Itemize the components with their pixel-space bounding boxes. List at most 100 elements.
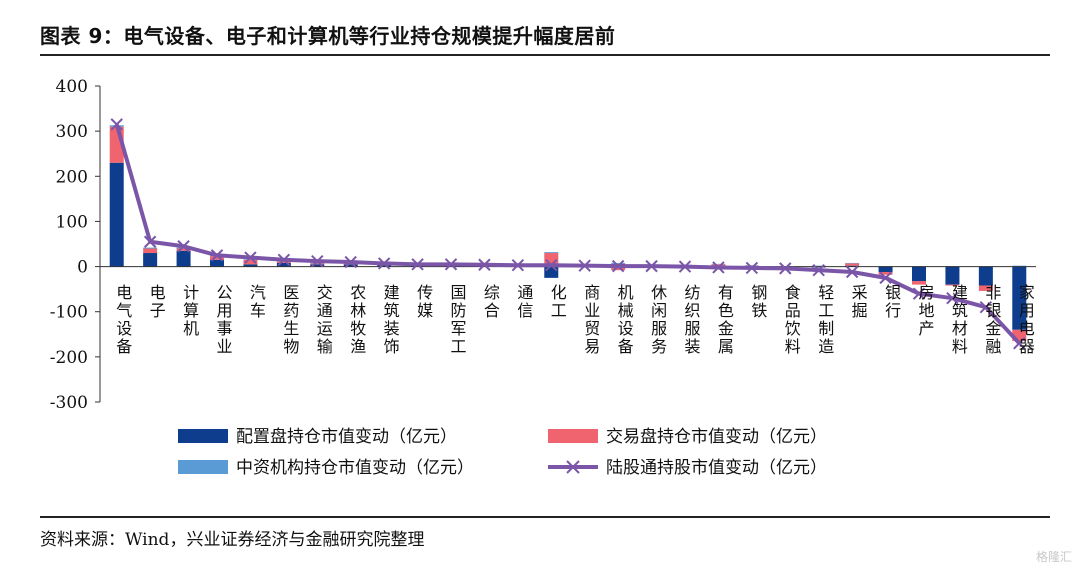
line-marker [946, 291, 959, 305]
x-tick-label: 公用事业 [214, 284, 233, 356]
x-tick-label: 建筑装饰 [381, 284, 400, 356]
bar-segment [210, 256, 224, 260]
line-marker [311, 254, 324, 268]
y-tick-label: -200 [50, 348, 88, 368]
bar-segment [176, 248, 191, 251]
line-series-lugutong [114, 123, 1021, 345]
x-tick-label: 机械设备 [615, 284, 634, 356]
bar-segment [143, 253, 158, 267]
bar-segment [544, 266, 559, 278]
x-tick-label: 汽车 [247, 284, 266, 320]
bar-segment [978, 285, 993, 291]
y-tick-label: 400 [56, 77, 88, 97]
x-tick-label: 传媒 [414, 284, 433, 320]
line-marker [779, 262, 792, 275]
bar-segment [978, 266, 993, 286]
line-marker [912, 287, 926, 300]
bar-segment [310, 263, 325, 265]
line-marker [812, 263, 825, 277]
line-marker [478, 258, 491, 271]
bar-segment [878, 266, 893, 272]
chart-title: 图表 9：电气设备、电子和计算机等行业持仓规模提升幅度居前 [40, 24, 616, 48]
legend-swatch [548, 429, 598, 443]
legend-label: 中资机构持仓市值变动（亿元） [236, 458, 474, 478]
y-tick-label: 0 [77, 258, 88, 278]
bar-segment [544, 253, 559, 267]
title-rule [40, 54, 1050, 56]
x-tick-label: 家用电器 [1016, 284, 1035, 356]
x-tick-label: 非银金融 [982, 284, 1001, 356]
legend-swatch [178, 429, 228, 443]
legend-marker [566, 460, 580, 474]
line-marker [377, 257, 391, 270]
source-rule [40, 516, 1050, 518]
bar-segment [945, 266, 960, 285]
line-marker [678, 260, 692, 273]
line-marker [979, 300, 993, 314]
line-marker [511, 259, 525, 272]
line-marker [611, 259, 625, 273]
source-note: 资料来源：Wind，兴业证券经济与金融研究院整理 [40, 530, 425, 550]
x-tick-label: 食品饮料 [782, 284, 801, 356]
y-tick-label: 100 [56, 212, 88, 232]
y-tick-label: 300 [56, 122, 88, 142]
line-marker [1013, 337, 1026, 350]
watermark: 格隆汇 [1035, 550, 1072, 564]
x-tick-label: 房地产 [916, 284, 935, 338]
line-marker [210, 249, 224, 262]
x-tick-label: 钢铁 [748, 284, 767, 320]
line-marker [645, 259, 658, 273]
bar-segment [845, 263, 860, 266]
line-marker [277, 253, 291, 267]
line-marker [177, 240, 190, 253]
bar-segment [1012, 266, 1027, 330]
line-marker [444, 258, 458, 271]
y-tick-label: -100 [50, 303, 88, 323]
x-tick-label: 采掘 [849, 284, 868, 320]
bar-segment [276, 262, 291, 267]
x-tick-label: 银行 [882, 284, 901, 320]
bar-segment [109, 162, 124, 267]
bar-segment [945, 284, 960, 286]
bar-segment [310, 264, 325, 267]
legend-label: 陆股通持股市值变动（亿元） [606, 458, 827, 478]
line-marker [344, 255, 357, 269]
bar-segment [611, 262, 626, 264]
bar-segment [210, 259, 224, 267]
x-tick-label: 化工 [548, 284, 567, 320]
line-marker [244, 251, 257, 264]
bar-segment [878, 271, 893, 275]
x-tick-label: 电子 [147, 284, 166, 320]
bar-segment [912, 266, 926, 282]
x-tick-label: 电气设备 [113, 284, 132, 356]
legend-label: 配置盘持仓市值变动（亿元） [236, 427, 457, 447]
x-tick-label: 商业贸易 [581, 284, 600, 356]
bar-segment [276, 261, 291, 263]
y-tick-label: -300 [50, 393, 88, 413]
x-tick-label: 通信 [514, 284, 533, 320]
bar-segment [243, 264, 258, 267]
bar-segment [544, 252, 559, 254]
y-tick-label: 200 [56, 167, 88, 187]
bar-segment [343, 264, 358, 267]
bar-segment [711, 264, 726, 266]
line-marker [845, 265, 859, 279]
line-marker [712, 261, 725, 274]
x-tick-label: 纺织服装 [682, 284, 701, 356]
bar-segment [243, 259, 258, 265]
x-tick-label: 轻工制造 [815, 284, 834, 356]
line-marker [110, 118, 123, 131]
line-marker [578, 259, 591, 272]
x-tick-label: 建筑材料 [949, 284, 968, 356]
legend-label: 交易盘持仓市值变动（亿元） [606, 427, 827, 447]
bar-segment [143, 248, 158, 254]
x-tick-label: 农林牧渔 [347, 284, 366, 356]
bar-segment [377, 265, 392, 267]
x-tick-label: 交通运输 [314, 284, 333, 356]
bar-segment [1012, 329, 1027, 342]
line-marker [545, 259, 558, 272]
x-tick-label: 有色金属 [715, 284, 734, 356]
x-tick-label: 国防军工 [448, 284, 467, 356]
x-tick-label: 综合 [481, 284, 500, 320]
